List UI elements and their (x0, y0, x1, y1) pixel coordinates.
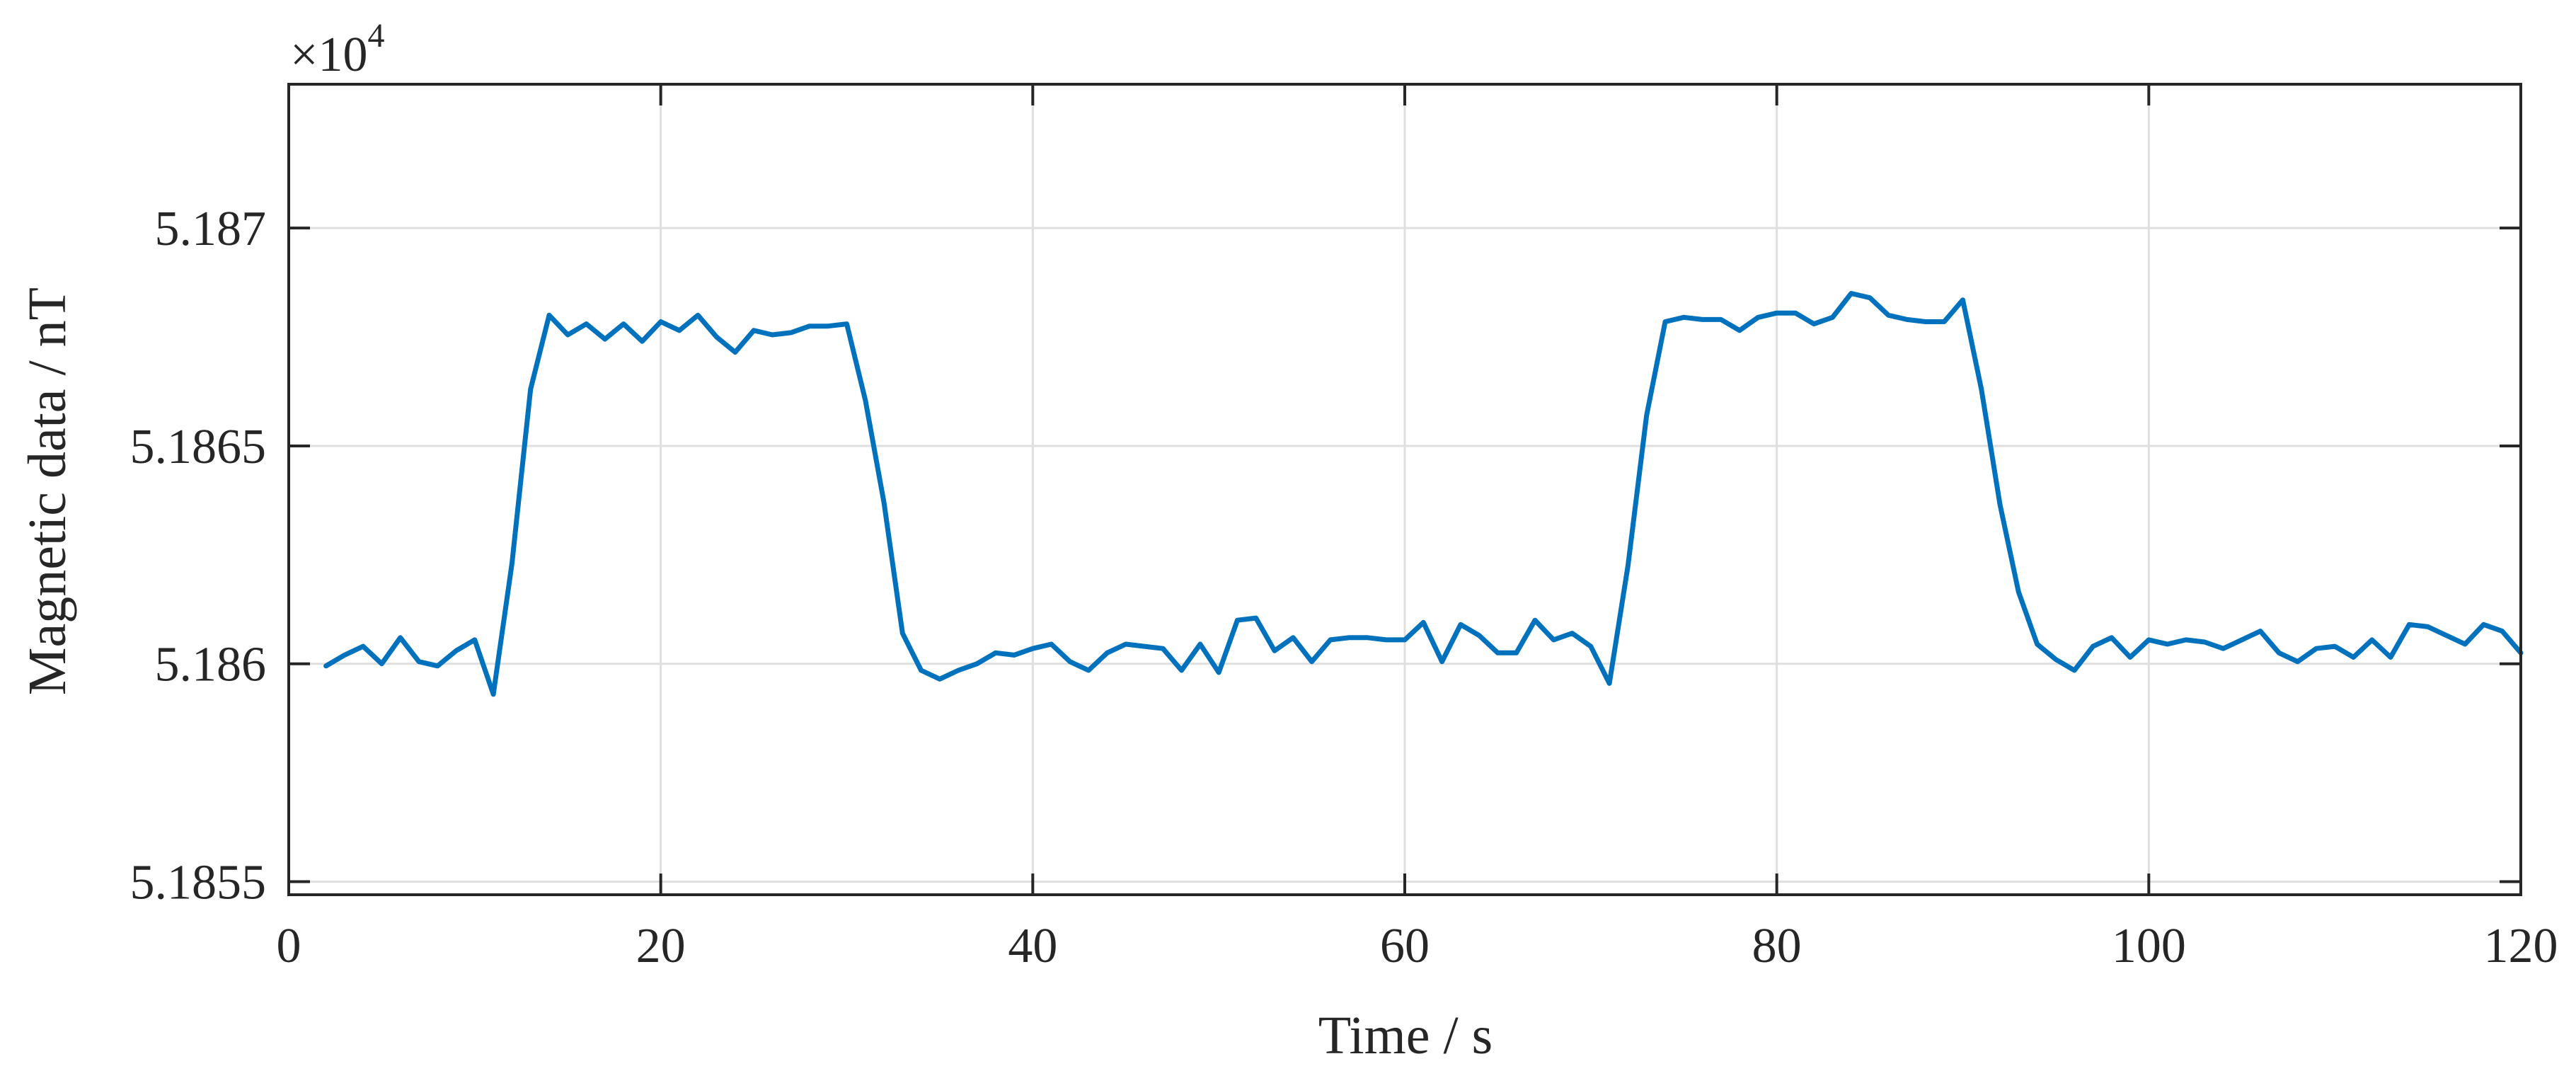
y-tick-label: 5.1855 (130, 856, 267, 910)
x-tick-label: 100 (2112, 919, 2186, 973)
x-axis-label: Time / s (1318, 1006, 1493, 1065)
series-line-magnetic-data (323, 291, 2524, 697)
y-tick-label: 5.187 (155, 202, 267, 256)
x-tick-label: 60 (1380, 919, 1430, 973)
y-axis-multiplier-base: ×10 (290, 28, 367, 82)
y-axis-multiplier: ×104 (290, 17, 384, 82)
x-tick-label: 120 (2484, 919, 2558, 973)
x-tick-label: 0 (277, 919, 301, 973)
y-axis-label: Magnetic data / nT (18, 287, 77, 695)
x-tick-label: 80 (1752, 919, 1802, 973)
x-tick-label: 40 (1008, 919, 1057, 973)
tick-marks (287, 84, 2522, 895)
y-tick-labels: 5.1855 5.186 5.1865 5.187 (130, 202, 267, 910)
series-layer (323, 291, 2524, 697)
y-axis-multiplier-exponent: 4 (367, 17, 384, 55)
x-tick-label: 20 (636, 919, 686, 973)
y-tick-label: 5.1865 (130, 420, 267, 474)
x-tick-labels: 0 20 40 60 80 100 120 (277, 919, 2558, 973)
y-tick-label: 5.186 (155, 638, 267, 692)
